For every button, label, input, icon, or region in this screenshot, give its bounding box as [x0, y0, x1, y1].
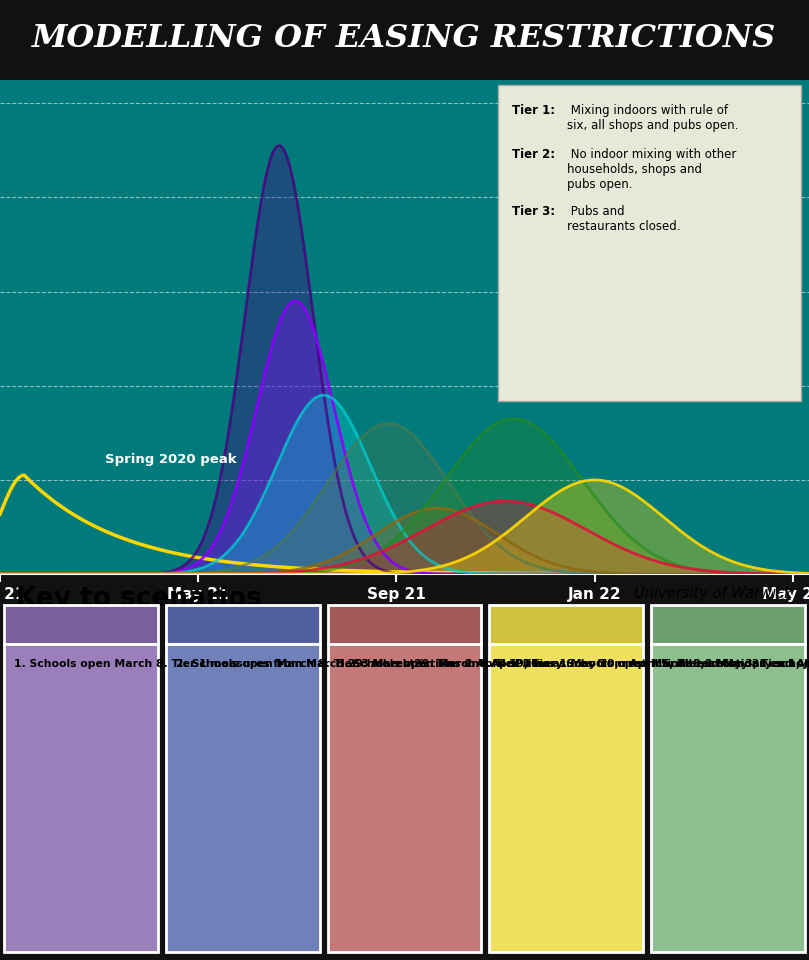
Text: Mixing indoors with rule of
six, all shops and pubs open.: Mixing indoors with rule of six, all sho…: [567, 105, 739, 132]
Bar: [328, 643, 481, 952]
Text: No indoor mixing with other
households, shops and
pubs open.: No indoor mixing with other households, …: [567, 148, 736, 191]
Bar: [328, 605, 481, 643]
Text: Tier 3:: Tier 3:: [512, 205, 555, 218]
Bar: [651, 643, 805, 952]
Text: Tier 2:: Tier 2:: [512, 148, 555, 161]
Text: 4. Primary Schools open March 8, secondary schools April 5. Tier 3 from May 3. T: 4. Primary Schools open March 8, seconda…: [499, 659, 809, 669]
Bar: [166, 643, 320, 952]
Text: 1. Schools open March 8. Tier 1 measures from March 29. All restrictions end Apr: 1. Schools open March 8. Tier 1 measures…: [14, 659, 543, 669]
Bar: [489, 605, 643, 643]
Text: Spring 2020 peak: Spring 2020 peak: [105, 453, 237, 466]
Text: 3. Schools open March 8. Tier 3 measures from April 5, Tier 2 May 3, Tier 1, Jun: 3. Schools open March 8. Tier 3 measures…: [337, 659, 809, 669]
Text: MODELLING OF EASING RESTRICTIONS: MODELLING OF EASING RESTRICTIONS: [32, 23, 777, 54]
Bar: [489, 643, 643, 952]
Bar: [651, 605, 805, 643]
Text: Tier 1:: Tier 1:: [512, 105, 555, 117]
Text: Key to scenarios: Key to scenarios: [16, 586, 262, 612]
Bar: [4, 643, 158, 952]
Text: University of Warwick: University of Warwick: [634, 586, 793, 601]
Bar: [498, 84, 801, 401]
Text: Pubs and
restaurants closed.: Pubs and restaurants closed.: [567, 205, 680, 233]
Text: 5. All restrictions end August 2.: 5. All restrictions end August 2.: [661, 659, 809, 669]
Bar: [4, 605, 158, 643]
Bar: [166, 605, 320, 643]
Text: 2. Schools open March 8. Tier 3 March 29. Tier 2 April 19, Tier 1 May 10, restri: 2. Schools open March 8. Tier 3 March 29…: [176, 659, 771, 669]
